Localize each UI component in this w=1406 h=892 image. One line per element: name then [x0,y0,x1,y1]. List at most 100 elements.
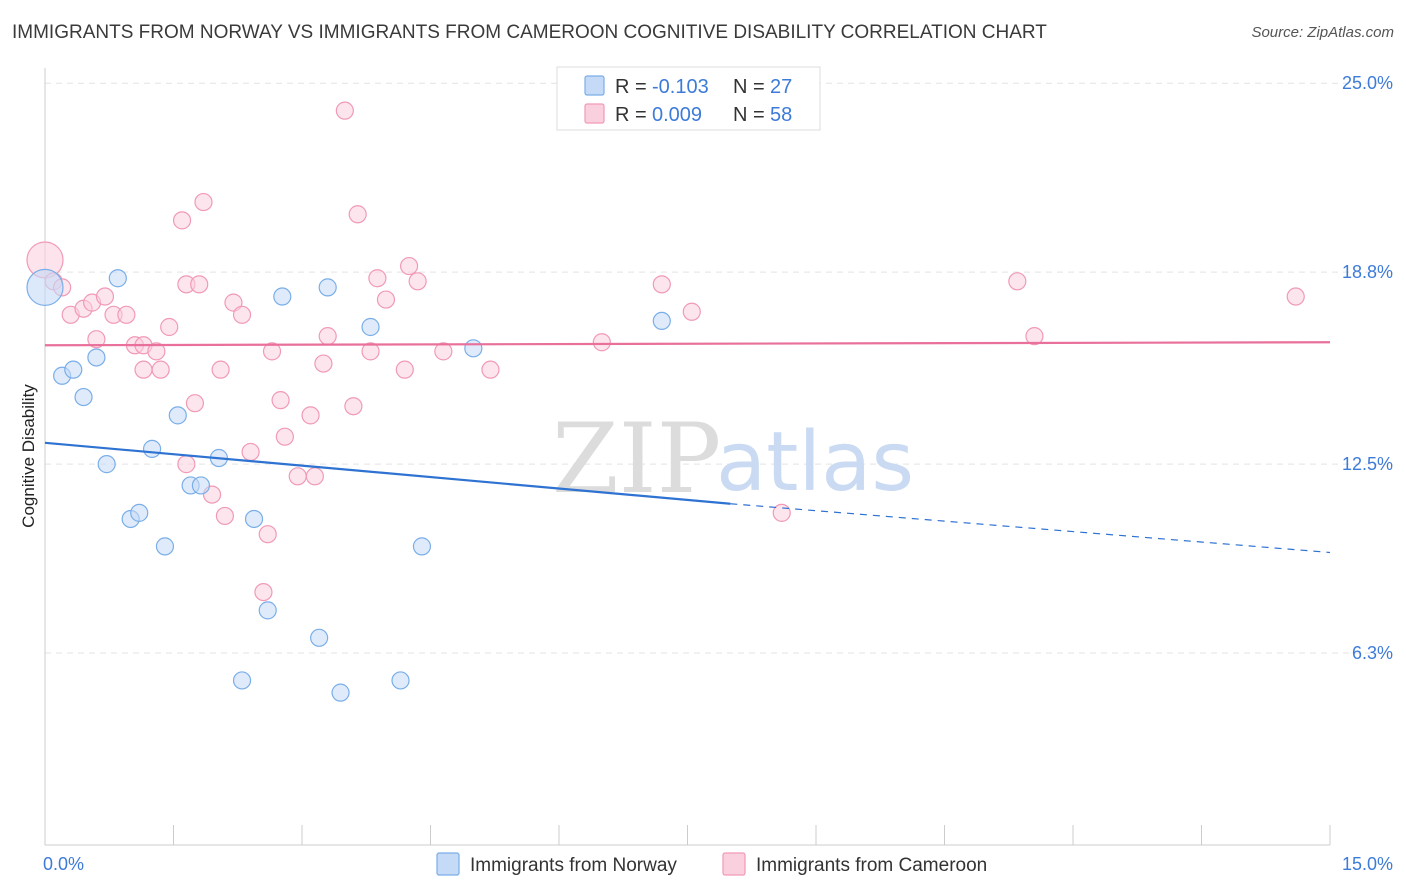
norway-point-8 [130,503,149,522]
norway-point-20 [318,278,337,297]
norway-trend-extension [730,503,1331,554]
bottom-legend: Immigrants from Norway Immigrants from C… [436,852,987,876]
norway-point-18 [273,287,292,306]
y-tick-label-1: 12.5% [1342,454,1393,474]
series-cameroon-points [26,101,1305,602]
cameroon-point-26 [232,305,252,324]
norway-point-24 [412,537,432,556]
bottom-legend-swatch-cameroon [722,852,746,876]
cameroon-point-7 [95,287,115,306]
norway-point-15 [232,671,252,690]
cameroon-point-24 [215,506,234,526]
legend-swatch-cameroon [584,103,605,124]
chart-title: IMMIGRANTS FROM NORWAY VS IMMIGRANTS FRO… [12,22,1047,43]
cameroon-point-54 [1025,327,1044,346]
norway-point-3 [74,387,93,407]
bottom-legend-swatch-norway [436,852,460,876]
cameroon-point-34 [301,406,320,425]
norway-point-5 [97,455,116,474]
legend-n-value-norway: 27 [770,76,792,98]
cameroon-point-36 [314,354,333,373]
cameroon-point-12 [134,360,153,379]
x-tick-labels: 0.0% 15.0% [43,854,1393,874]
norway-point-23 [391,671,410,690]
norway-point-0 [26,268,64,306]
cameroon-point-55 [1286,287,1305,306]
cameroon-point-47 [434,342,453,361]
norway-point-2 [64,360,83,379]
legend-r-value-cameroon: 0.009 [652,104,702,126]
norway-point-21 [331,683,350,702]
trend-lines [44,341,1331,554]
legend-n-label-norway: N = [733,76,765,98]
norway-point-22 [361,317,380,337]
cameroon-point-30 [262,342,282,361]
y-tick-labels: 6.3% 12.5% 18.8% 25.0% [1342,73,1393,663]
cameroon-point-45 [399,256,419,276]
y-axis-label: Cognitive Disability [19,384,38,528]
series-norway-points [26,268,671,702]
cameroon-point-15 [160,317,179,337]
norway-point-26 [652,311,671,331]
cameroon-point-38 [335,101,354,120]
cameroon-point-19 [177,455,196,474]
cameroon-point-13 [147,342,166,361]
cameroon-point-53 [1008,272,1027,291]
legend: R = -0.103 N = 27 R = 0.009 N = 58 [556,66,821,131]
cameroon-point-16 [172,211,192,230]
norway-point-17 [258,601,277,620]
cameroon-point-48 [481,360,500,379]
cameroon-point-32 [275,427,294,446]
cameroon-point-29 [258,525,277,544]
cameroon-point-27 [241,442,260,462]
norway-trend-line [44,441,731,505]
cameroon-point-49 [592,333,611,352]
cameroon-point-41 [361,342,380,361]
cameroon-point-31 [271,391,290,410]
cameroon-point-20 [185,394,205,413]
norway-point-11 [168,406,187,425]
cameroon-point-46 [408,272,427,291]
cameroon-point-43 [376,290,396,309]
bottom-legend-label-cameroon: Immigrants from Cameroon [756,855,987,876]
cameroon-point-51 [682,302,701,321]
watermark-atlas: atlas [716,415,914,510]
legend-r-label-norway: R = [615,76,647,98]
cameroon-point-50 [652,275,671,294]
norway-point-4 [87,348,106,367]
norway-point-9 [142,439,162,458]
cameroon-trend-line [44,341,1331,347]
watermark-zip: ZIP [552,403,721,515]
legend-n-label-cameroon: N = [733,104,765,126]
cameroon-point-21 [194,192,213,212]
norway-point-6 [108,269,127,288]
cameroon-point-39 [344,397,363,416]
y-tick-label-3: 25.0% [1342,73,1393,93]
y-tick-label-2: 18.8% [1342,262,1393,282]
y-tick-label-0: 6.3% [1352,643,1393,663]
x-tick-label-1: 15.0% [1342,854,1393,874]
norway-point-10 [155,537,175,556]
norway-point-25 [464,339,483,358]
legend-r-label-cameroon: R = [615,104,647,126]
source-label: Source: ZipAtlas.com [1251,24,1394,41]
cameroon-point-42 [368,269,387,288]
cameroon-point-35 [305,467,324,486]
cameroon-point-40 [348,205,367,224]
cameroon-point-23 [211,360,230,379]
axes [44,68,1331,846]
cameroon-point-18 [190,275,209,294]
cameroon-point-33 [288,467,307,486]
norway-point-16 [244,509,264,529]
cameroon-point-6 [87,330,106,349]
legend-r-value-norway: -0.103 [652,76,709,98]
cameroon-point-9 [117,305,136,324]
legend-swatch-norway [584,75,605,96]
cameroon-point-14 [151,360,170,379]
norway-point-19 [310,628,329,647]
cameroon-point-37 [318,327,337,346]
cameroon-point-28 [254,582,273,602]
bottom-legend-label-norway: Immigrants from Norway [470,855,677,876]
legend-n-value-cameroon: 58 [770,104,792,126]
